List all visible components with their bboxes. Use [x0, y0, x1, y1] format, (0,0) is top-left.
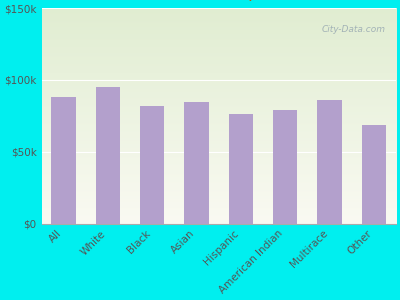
Bar — [229, 115, 253, 224]
Bar — [317, 100, 342, 224]
Bar — [140, 106, 164, 224]
Text: West Falls Church, VA: West Falls Church, VA — [124, 0, 276, 2]
Bar — [362, 124, 386, 224]
Bar — [273, 110, 297, 224]
Bar — [52, 97, 76, 224]
Text: City-Data.com: City-Data.com — [321, 26, 385, 34]
Bar — [184, 101, 209, 224]
Bar — [96, 87, 120, 224]
